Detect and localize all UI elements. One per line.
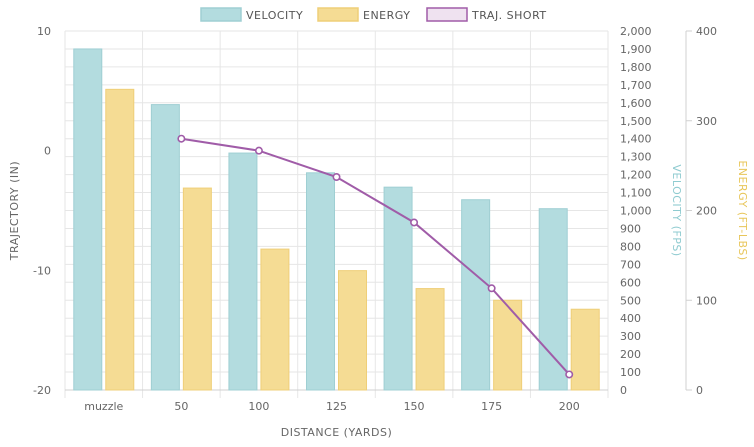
velocity-tick-label: 300 [620,330,641,343]
trajectory-point [487,284,496,293]
energy-tick-label: 0 [696,384,703,397]
velocity-bar [150,104,180,391]
x-tick-label: 150 [404,400,425,413]
x-tick-label: 125 [326,400,347,413]
velocity-tick-label: 200 [620,348,641,361]
velocity-tick-label: 1,100 [620,187,652,200]
velocity-bar [461,199,491,391]
trajectory-line [181,137,570,376]
legend-energy-label: ENERGY [363,9,410,22]
velocity-tick-label: 1,900 [620,43,652,56]
velocity-bar [383,186,413,391]
velocity-tick-label: 1,200 [620,169,652,182]
trajectory-point [177,134,186,143]
velocity-tick-label: 100 [620,366,641,379]
trajectory-tick-label: -10 [33,264,51,277]
x-tick-label: 175 [481,400,502,413]
velocity-tick-label: 500 [620,294,641,307]
velocity-tick-label: 600 [620,276,641,289]
velocity-tick-label: 700 [620,258,641,271]
energy-bar [493,299,523,391]
velocity-tick-label: 1,400 [620,133,652,146]
velocity-tick-label: 2,000 [620,25,652,38]
velocity-tick-label: 1,800 [620,61,652,74]
energy-bar [182,187,212,391]
trajectory-point [332,172,341,181]
velocity-tick-label: 0 [620,384,627,397]
velocity-axis-title: VELOCITY (FPS) [670,164,683,256]
x-axis-title: DISTANCE (YARDS) [281,426,393,439]
legend-velocity-label: VELOCITY [246,9,303,22]
velocity-bar [73,48,103,391]
velocity-tick-label: 1,600 [620,97,652,110]
legend-traj-short-label: TRAJ. SHORT [471,9,547,22]
legend-energy-swatch [317,7,359,22]
energy-bar [260,248,290,391]
trajectory-tick-label: 10 [37,25,51,38]
energy-tick-label: 300 [696,115,717,128]
x-tick-label: 50 [174,400,188,413]
energy-bar [338,270,367,391]
x-tick-label: muzzle [84,400,123,413]
trajectory-tick-label: 0 [44,145,51,158]
trajectory-tick-label: -20 [33,384,51,397]
energy-bar [415,288,445,391]
velocity-tick-label: 400 [620,312,641,325]
trajectory-point [254,146,263,155]
energy-bar [570,308,600,391]
legend-velocity-swatch [200,7,242,22]
energy-tick-label: 200 [696,205,717,218]
trajectory-point [565,370,574,379]
energy-tick-label: 400 [696,25,717,38]
velocity-tick-label: 1,700 [620,79,652,92]
energy-bar [105,88,135,391]
velocity-tick-label: 1,500 [620,115,652,128]
energy-tick-label: 100 [696,294,717,307]
velocity-tick-label: 1,000 [620,205,652,218]
velocity-tick-label: 900 [620,222,641,235]
trajectory-point [410,218,419,227]
velocity-tick-label: 800 [620,240,641,253]
trajectory-axis-title: TRAJECTORY (IN) [8,161,21,261]
x-tick-label: 200 [559,400,580,413]
legend-traj-short-swatch [426,7,468,22]
velocity-bar [228,152,258,391]
energy-axis-title: ENERGY (FT-LBS) [736,160,749,260]
x-tick-label: 100 [248,400,269,413]
velocity-bar [538,208,568,391]
velocity-tick-label: 1,300 [620,151,652,164]
velocity-bar [306,172,335,391]
